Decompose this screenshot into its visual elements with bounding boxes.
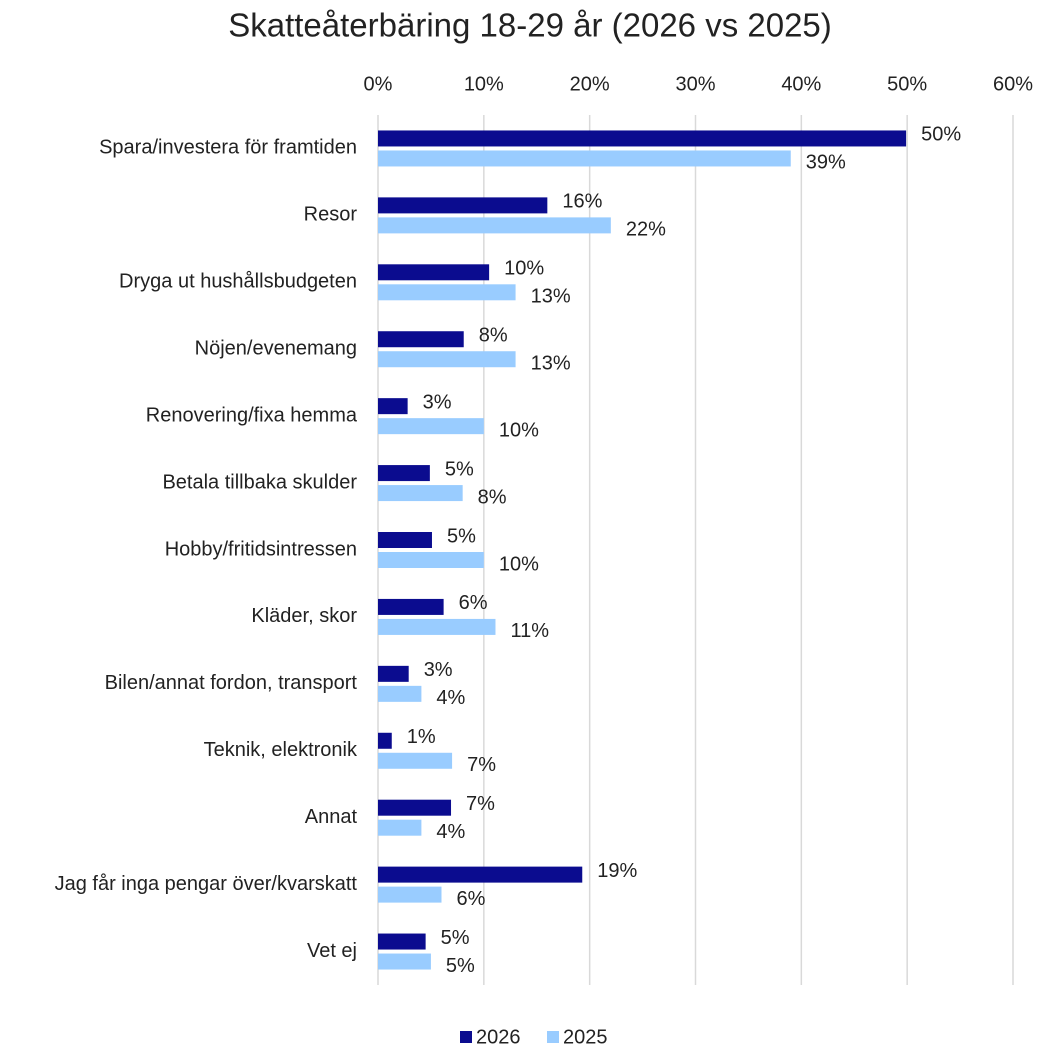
- value-label: 16%: [562, 191, 602, 213]
- y-tick-label: Hobby/fritidsintressen: [165, 538, 357, 560]
- legend-label: 2026: [476, 1026, 521, 1047]
- y-tick-label: Kläder, skor: [251, 605, 357, 627]
- bar: [378, 665, 409, 682]
- value-label: 5%: [446, 955, 475, 977]
- legend-swatch: [547, 1031, 559, 1043]
- x-tick-label: 20%: [570, 73, 610, 95]
- y-tick-label: Dryga ut hushållsbudgeten: [119, 271, 357, 293]
- y-tick-label: Spara/investera för framtiden: [99, 137, 357, 159]
- bar: [378, 465, 430, 482]
- bar: [378, 732, 392, 749]
- bar: [378, 398, 408, 415]
- value-label: 4%: [436, 821, 465, 843]
- y-tick-label: Renovering/fixa hemma: [146, 404, 358, 426]
- value-label: 10%: [499, 419, 539, 441]
- value-label: 13%: [531, 353, 571, 375]
- y-tick-label: Bilen/annat fordon, transport: [105, 672, 358, 694]
- bar: [378, 618, 496, 635]
- x-tick-label: 60%: [993, 73, 1033, 95]
- bar: [378, 532, 432, 548]
- bar: [378, 933, 426, 950]
- value-label: 22%: [626, 219, 666, 241]
- legend-swatch: [460, 1031, 472, 1043]
- bar: [378, 150, 791, 167]
- bar: [378, 331, 464, 348]
- value-label: 7%: [466, 793, 495, 815]
- value-label: 10%: [504, 258, 544, 280]
- bar: [378, 598, 444, 615]
- bar: [378, 886, 442, 903]
- y-tick-label: Annat: [305, 806, 358, 828]
- chart-title: Skatteåterbäring 18-29 år (2026 vs 2025): [228, 7, 832, 44]
- value-label: 5%: [445, 458, 474, 480]
- value-label: 4%: [436, 687, 465, 709]
- y-tick-label: Resor: [304, 204, 358, 226]
- value-label: 3%: [424, 659, 453, 681]
- value-label: 10%: [499, 553, 539, 575]
- value-label: 7%: [467, 754, 496, 776]
- value-label: 5%: [441, 927, 470, 949]
- bar: [378, 264, 490, 281]
- value-label: 6%: [459, 592, 488, 614]
- bar: [378, 552, 484, 568]
- y-tick-label: Jag får inga pengar över/kvarskatt: [55, 873, 358, 895]
- value-label: 1%: [407, 726, 436, 748]
- x-tick-label: 30%: [675, 73, 715, 95]
- value-label: 11%: [510, 620, 549, 642]
- value-label: 5%: [447, 525, 476, 547]
- bar: [378, 197, 548, 214]
- bar: [378, 485, 463, 502]
- y-tick-label: Nöjen/evenemang: [195, 338, 357, 360]
- x-tick-label: 10%: [464, 73, 504, 95]
- value-label: 8%: [479, 325, 508, 347]
- x-tick-label: 0%: [364, 73, 393, 95]
- legend-label: 2025: [563, 1026, 608, 1047]
- bar: [378, 953, 431, 970]
- bar: [378, 799, 452, 816]
- x-tick-label: 40%: [781, 73, 821, 95]
- value-label: 8%: [478, 486, 507, 508]
- value-label: 19%: [597, 860, 637, 882]
- y-tick-label: Vet ej: [307, 940, 357, 962]
- bar: [378, 685, 422, 702]
- bar: [378, 866, 583, 883]
- x-tick-label: 50%: [887, 73, 927, 95]
- bar: [378, 752, 453, 769]
- bar: [378, 418, 484, 435]
- value-label: 3%: [423, 391, 452, 413]
- bar: [378, 130, 907, 147]
- y-tick-label: Teknik, elektronik: [204, 739, 358, 761]
- bar: [378, 351, 516, 368]
- bar: [378, 217, 611, 234]
- y-tick-label: Betala tillbaka skulder: [162, 471, 357, 493]
- bar: [378, 284, 516, 301]
- value-label: 13%: [531, 286, 571, 308]
- value-label: 39%: [806, 152, 846, 174]
- bar: [378, 819, 422, 836]
- value-label: 50%: [921, 124, 961, 146]
- value-label: 6%: [457, 888, 486, 910]
